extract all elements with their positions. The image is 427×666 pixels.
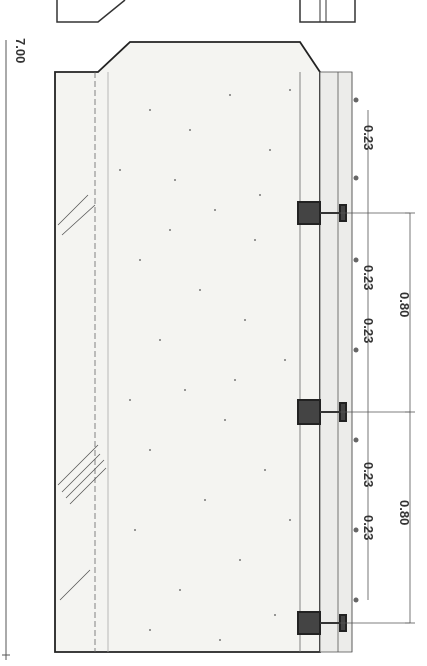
segment-dimension-label-2: 0.80 xyxy=(397,500,412,525)
spacing-label-5: 0.23 xyxy=(361,515,376,540)
spacing-label-2: 0.23 xyxy=(361,265,376,290)
spacing-label-1: 0.23 xyxy=(361,125,376,150)
slab-inner-lines xyxy=(94,72,301,652)
overall-dimension-label: 7.00 xyxy=(13,38,28,63)
concrete-slab xyxy=(54,41,321,653)
concrete-speckles xyxy=(119,89,291,641)
dimension-extension-lines xyxy=(320,212,415,624)
spacing-label-3: 0.23 xyxy=(361,318,376,343)
top-fragment xyxy=(56,0,356,23)
segment-dimension-label-1: 0.80 xyxy=(397,292,412,317)
hatch-marks xyxy=(57,194,107,601)
overall-dimension-line xyxy=(2,40,10,660)
spacing-label-4: 0.23 xyxy=(361,462,376,487)
bolt-markers xyxy=(353,97,359,603)
right-strips xyxy=(319,71,353,653)
